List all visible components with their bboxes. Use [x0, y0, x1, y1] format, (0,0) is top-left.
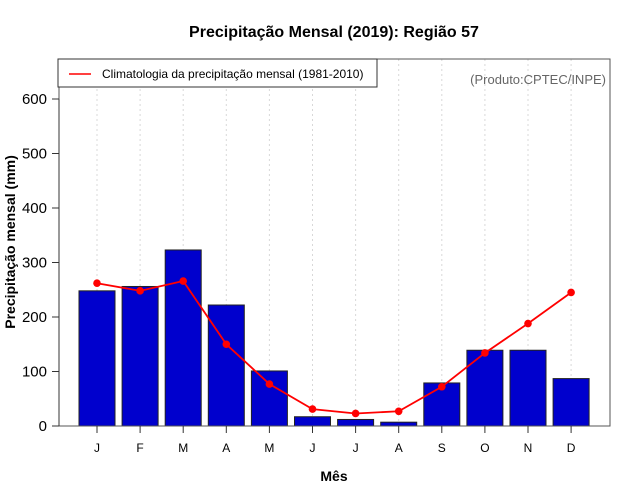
bar-8 [380, 421, 418, 427]
climatology-point-12 [567, 288, 575, 297]
climatology-line [96, 280, 572, 415]
bar-6 [294, 416, 331, 427]
x-axis-label: Mês [320, 468, 347, 484]
y-tick-label: 300 [22, 255, 47, 272]
legend: Climatologia da precipitação mensal (198… [57, 58, 378, 88]
bar-12 [552, 378, 590, 427]
y-tick-label: 200 [22, 309, 47, 326]
legend-entry-climatology: Climatologia da precipitação mensal (198… [102, 67, 363, 81]
bar-11 [509, 349, 547, 427]
x-tick-label: J [310, 441, 316, 455]
x-tick-label: A [222, 441, 230, 455]
climatology-point-1 [93, 279, 101, 288]
y-tick-label: 500 [22, 146, 47, 163]
x-tick-label: A [395, 441, 403, 455]
climatology-series [93, 277, 575, 418]
bar-10 [466, 349, 504, 427]
y-tick-label: 400 [22, 200, 47, 217]
x-tick-label: D [567, 441, 576, 455]
x-tick-label: F [136, 441, 143, 455]
climatology-point-6 [308, 405, 317, 413]
climatology-point-3 [179, 277, 187, 285]
y-tick-label: 0 [39, 418, 47, 435]
bar-1 [78, 290, 116, 427]
climatology-point-4 [222, 340, 231, 349]
climatology-point-11 [524, 319, 532, 328]
product-credit: (Produto:CPTEC/INPE) [470, 72, 606, 87]
legend-box [57, 58, 378, 88]
x-tick-label: N [524, 441, 533, 455]
x-tick-label: J [353, 441, 359, 455]
x-tick-label: J [94, 441, 100, 455]
bar-3 [164, 249, 202, 427]
climatology-point-10 [481, 349, 489, 357]
climatology-point-9 [438, 382, 446, 391]
bars [78, 249, 590, 427]
y-tick-label: 100 [22, 364, 47, 381]
climatology-point-2 [136, 287, 144, 295]
x-tick-label: S [438, 441, 446, 455]
y-tick-label: 600 [22, 91, 47, 108]
x-tick-label: M [264, 441, 274, 455]
chart-title: Precipitação Mensal (2019): Região 57 [189, 24, 479, 41]
x-tick-label: M [178, 441, 188, 455]
bar-4 [207, 304, 245, 427]
climatology-point-7 [351, 409, 360, 418]
y-axis-label: Precipitação mensal (mm) [2, 155, 18, 329]
bar-5 [250, 370, 288, 427]
y-axis: 0 100 200 300 400 500 600 [22, 91, 60, 435]
bar-7 [337, 418, 375, 427]
climatology-point-5 [265, 380, 274, 388]
x-tick-label: O [480, 441, 489, 455]
bar-2 [121, 285, 159, 427]
climatology-point-8 [394, 407, 403, 416]
